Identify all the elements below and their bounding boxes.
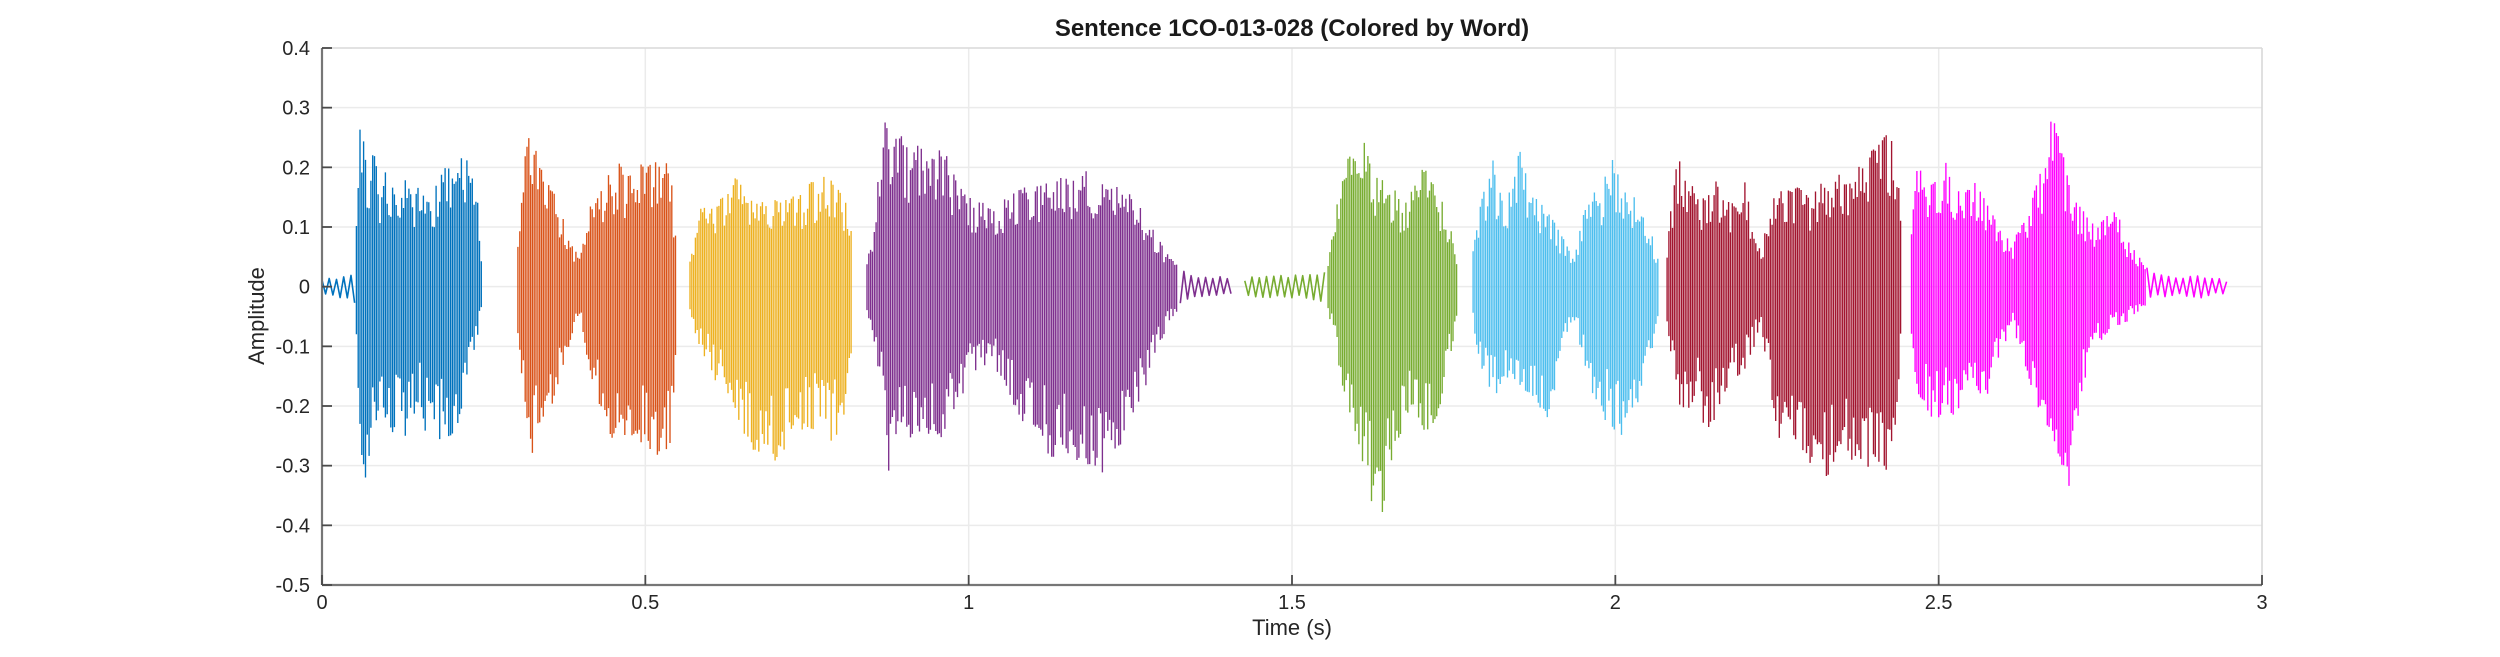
waveform (321, 121, 2228, 512)
y-tick-label: -0.2 (276, 396, 310, 418)
word-segment-2 (517, 138, 677, 455)
y-tick-label: -0.1 (276, 336, 310, 358)
x-tick-label: 1 (963, 592, 974, 614)
x-ticks (321, 575, 2263, 585)
y-tick-label: 0.1 (282, 217, 310, 239)
y-tick-label: 0.3 (282, 98, 310, 120)
word-segment-3 (689, 176, 852, 461)
x-axis-label: Time (s) (1252, 615, 1332, 640)
x-tick-labels: 0 0.5 1 1.5 2 2.5 3 (316, 592, 2267, 614)
x-tick-label: 3 (2256, 592, 2267, 614)
word-segment-6 (1472, 151, 1659, 435)
word-segment-8 (1910, 121, 2228, 486)
x-tick-label: 2.5 (1925, 592, 1953, 614)
x-tick-label: 0 (316, 592, 327, 614)
y-tick-label: -0.5 (276, 575, 310, 597)
y-tick-label: 0.2 (282, 157, 310, 179)
y-tick-label: 0.4 (282, 38, 310, 60)
word-segment-5 (1244, 142, 1458, 512)
x-tick-label: 2 (1610, 592, 1621, 614)
y-tick-labels: 0.4 0.3 0.2 0.1 0 -0.1 -0.2 -0.3 -0.4 -0.5 (276, 38, 310, 597)
chart-title: Sentence 1CO-013-028 (Colored by Word) (1054, 15, 1530, 42)
y-ticks (322, 47, 332, 586)
x-tick-label: 1.5 (1278, 592, 1306, 614)
y-axis-label: Amplitude (244, 267, 269, 365)
y-tick-label: -0.4 (276, 515, 310, 537)
word-segment-1 (321, 129, 482, 478)
word-segment-7 (1666, 135, 1902, 476)
y-tick-label: 0 (299, 277, 310, 299)
y-tick-label: -0.3 (276, 456, 310, 478)
x-tick-label: 0.5 (631, 592, 659, 614)
word-segment-4 (866, 122, 1232, 473)
